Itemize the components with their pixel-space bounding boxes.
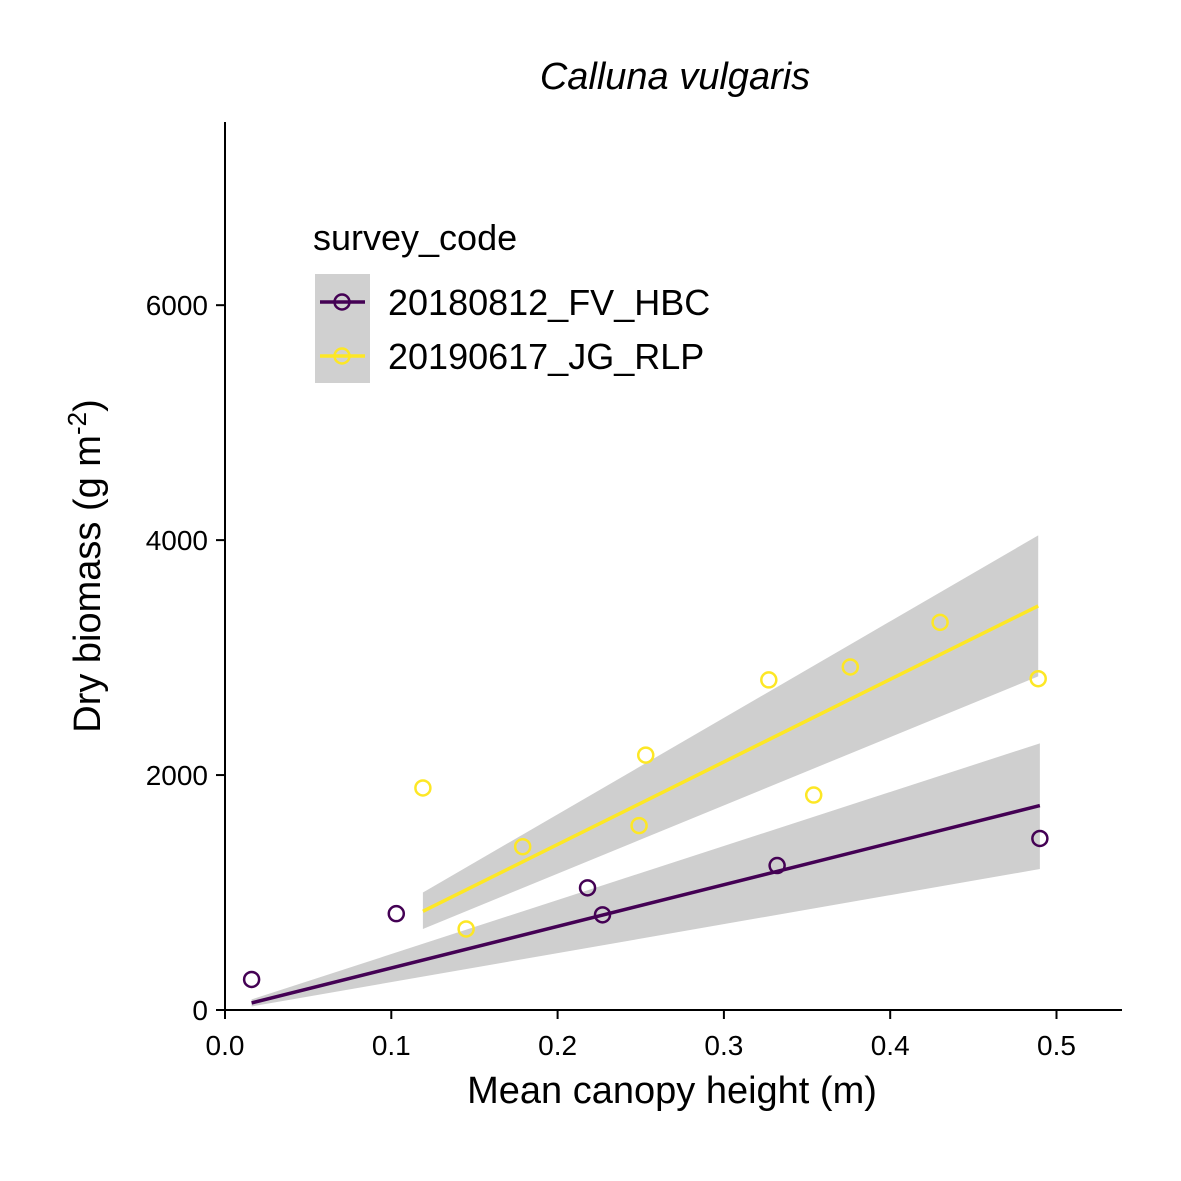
data-point-1 — [242, 970, 261, 989]
x-tick-label: 0.5 — [1037, 1030, 1076, 1061]
legend-title: survey_code — [313, 217, 517, 258]
y-tick-label: 0 — [192, 995, 208, 1026]
data-point-2 — [513, 837, 532, 856]
data-point-2 — [414, 779, 432, 797]
x-tick-label: 0.3 — [704, 1030, 743, 1061]
data-point-1 — [1031, 829, 1049, 848]
confidence-band-2 — [422, 535, 1039, 929]
legend-marker-1 — [333, 293, 351, 311]
data-point-1 — [768, 856, 786, 875]
legend: survey_code 20180812_FV_HBC 20190617_JG_R… — [313, 217, 710, 383]
data-point-2 — [457, 920, 475, 938]
data-point-2 — [841, 658, 860, 676]
y-axis-title-superscript: -2 — [62, 412, 92, 435]
data-point-2 — [630, 816, 648, 835]
data-point-2 — [760, 671, 778, 689]
confidence-band-1 — [251, 743, 1040, 1007]
y-axis-title-close: ) — [67, 399, 109, 412]
x-ticks: 0.0 0.1 0.2 0.3 0.4 0.5 — [206, 1010, 1076, 1061]
fit-line-1 — [251, 803, 1041, 1005]
data-point-1 — [387, 904, 406, 923]
legend-key-background — [315, 274, 370, 383]
plot-area — [242, 535, 1049, 1007]
data-point-2 — [636, 746, 655, 764]
x-tick-label: 0.4 — [871, 1030, 910, 1061]
data-point-2 — [804, 786, 823, 804]
legend-label-2: 20190617_JG_RLP — [388, 336, 704, 377]
y-tick-label: 6000 — [146, 290, 208, 321]
data-point-2 — [931, 613, 949, 632]
y-tick-label: 2000 — [146, 760, 208, 791]
y-tick-label: 4000 — [146, 525, 208, 556]
data-point-1 — [578, 879, 597, 897]
legend-marker-2 — [333, 347, 351, 365]
legend-label-1: 20180812_FV_HBC — [388, 282, 710, 323]
x-axis-title: Mean canopy height (m) — [467, 1070, 877, 1112]
fit-line-2 — [422, 604, 1039, 913]
x-tick-label: 0.2 — [538, 1030, 577, 1061]
data-point-2 — [1029, 669, 1047, 688]
y-axis-title: Dry biomass (g m-2) — [62, 399, 109, 733]
data-point-1 — [593, 906, 612, 924]
x-tick-label: 0.1 — [372, 1030, 411, 1061]
chart-title: Calluna vulgaris — [540, 56, 810, 98]
x-tick-label: 0.0 — [206, 1030, 245, 1061]
y-axis-title-main: Dry biomass (g m — [67, 435, 109, 733]
y-ticks: 0 2000 4000 6000 — [146, 290, 225, 1026]
